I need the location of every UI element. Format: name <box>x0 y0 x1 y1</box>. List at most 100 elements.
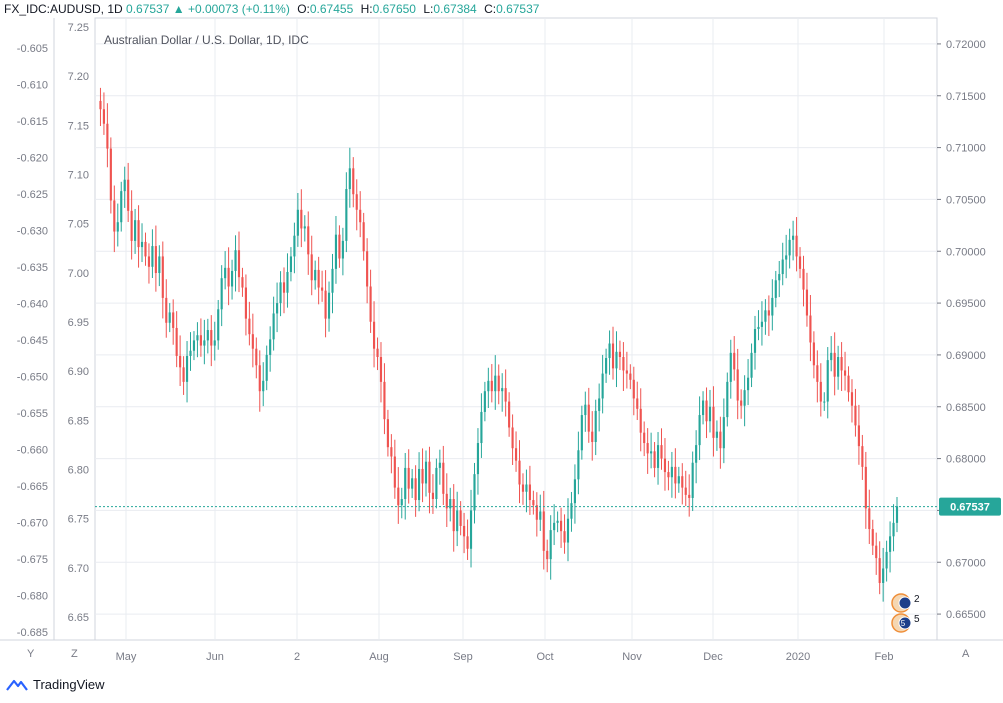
candle-body <box>889 536 892 552</box>
right-axis-label: 0.71500 <box>946 91 986 103</box>
candle-body <box>175 327 178 356</box>
candle-body <box>501 388 504 392</box>
left-axis-2-label: 6.75 <box>68 514 89 526</box>
candle-body <box>760 321 764 327</box>
candle-body <box>580 415 583 451</box>
candle-body <box>185 355 189 382</box>
candle-body <box>182 367 185 382</box>
left-axis-1-label: -0.645 <box>17 335 48 347</box>
left-axis-1-label: -0.640 <box>17 299 48 311</box>
candle-body <box>334 234 338 269</box>
candle-body <box>688 494 691 498</box>
candle-body <box>792 235 795 240</box>
tradingview-logo[interactable]: TradingView <box>6 677 105 692</box>
left-axis-2-label: 7.15 <box>68 120 89 132</box>
candle-body <box>189 350 192 356</box>
candle-body <box>310 254 313 281</box>
candle-body <box>708 406 712 422</box>
candle-body <box>819 381 822 402</box>
candle-body <box>400 499 403 506</box>
candle-body <box>650 451 653 454</box>
candle-body <box>421 468 424 484</box>
left-axis-2-label: 6.95 <box>68 317 89 329</box>
candle-body <box>179 355 182 368</box>
candle-body <box>220 278 223 310</box>
candle-body <box>144 241 147 257</box>
candle-body <box>497 375 500 392</box>
x-axis-label: Sep <box>453 651 473 663</box>
left-axis-2-label: 7.25 <box>68 22 89 34</box>
candle-body <box>168 312 171 323</box>
x-axis-label: 2 <box>294 651 300 663</box>
candle-body <box>573 479 576 504</box>
candle-body <box>442 462 445 494</box>
candle-body <box>473 474 476 511</box>
candle-body <box>293 235 296 257</box>
current-price-label: 0.67537 <box>950 502 990 514</box>
candle-body <box>563 531 566 543</box>
candle-body <box>341 240 344 259</box>
right-axis-label: 0.70000 <box>946 246 986 258</box>
candle-body <box>345 189 348 241</box>
candle-body <box>805 289 809 316</box>
y-axis-toggle-button[interactable]: Y <box>27 648 35 660</box>
candle-body <box>854 405 857 426</box>
candle-body <box>667 472 670 478</box>
left-axis-1-label: -0.615 <box>17 116 48 128</box>
candle-body <box>823 401 826 403</box>
candle-body <box>379 356 383 382</box>
candle-body <box>636 398 639 409</box>
candle-body <box>390 447 393 457</box>
candle-body <box>764 310 767 322</box>
candle-body <box>151 246 154 267</box>
right-axis-label: 0.69500 <box>946 298 986 310</box>
candle-body <box>359 209 362 223</box>
left-axis-2-label: 7.05 <box>68 219 89 231</box>
candle-body <box>639 408 642 433</box>
chart-subtitle: Australian Dollar / U.S. Dollar, 1D, IDC <box>104 33 309 47</box>
candle-body <box>701 400 705 416</box>
candle-body <box>778 274 781 281</box>
candle-body <box>833 352 836 377</box>
candle-body <box>781 259 784 275</box>
candle-body <box>449 499 452 509</box>
candle-body <box>327 292 331 319</box>
candle-body <box>643 432 646 444</box>
candle-body <box>352 168 355 195</box>
left-axis-1-label: -0.685 <box>17 627 48 639</box>
z-axis-toggle-button[interactable]: Z <box>71 648 78 660</box>
candle-body <box>469 510 473 549</box>
candle-body <box>120 191 123 223</box>
left-axis-1-label: -0.660 <box>17 445 48 457</box>
auto-scale-button[interactable]: A <box>962 648 970 660</box>
candle-body <box>747 377 750 391</box>
left-axis-1-label: -0.605 <box>17 43 48 55</box>
left-axis-2-label: 7.10 <box>68 170 89 182</box>
candle-body <box>244 287 247 319</box>
candle-body <box>674 466 677 484</box>
left-axis-1-label: -0.680 <box>17 591 48 603</box>
candle-body <box>172 312 175 328</box>
candle-body <box>508 401 511 428</box>
candle-body <box>255 348 258 366</box>
candle-body <box>445 493 448 509</box>
candle-body <box>587 404 590 432</box>
candle-body <box>774 280 777 298</box>
right-axis-label: 0.71000 <box>946 143 986 155</box>
candle-body <box>230 270 234 287</box>
candle-body <box>514 448 518 461</box>
high-value: 0.67650 <box>372 2 416 16</box>
left-axis-1-label: -0.665 <box>17 481 48 493</box>
candle-body <box>584 404 587 416</box>
candle-body <box>726 381 729 418</box>
candle-body <box>158 256 161 274</box>
candle-body <box>123 179 126 192</box>
x-axis-label: Nov <box>622 651 642 663</box>
candle-body <box>656 445 660 468</box>
candle-body <box>837 356 840 377</box>
candle-body <box>511 427 514 449</box>
candle-body <box>850 392 854 406</box>
candle-body <box>237 250 241 278</box>
candle-body <box>722 417 725 449</box>
